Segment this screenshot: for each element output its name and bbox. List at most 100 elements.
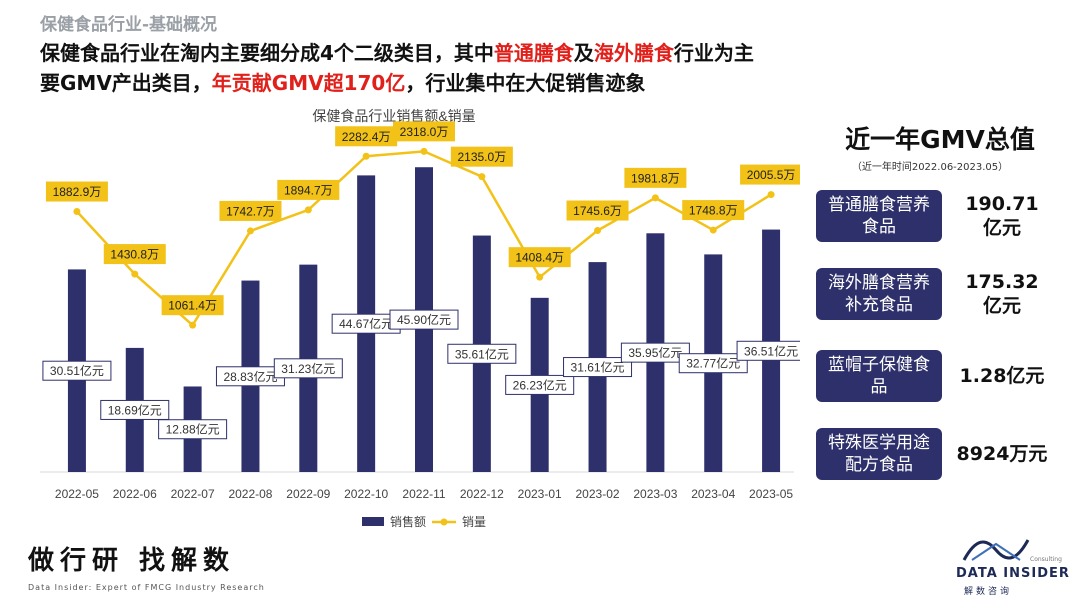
line-point-volume	[362, 152, 370, 160]
x-tick-label: 2022-09	[286, 487, 330, 501]
footer-slogan: 做行研 找解数	[28, 546, 236, 576]
category-value: 1.28亿元	[959, 365, 1045, 387]
data-insider-logo: Consulting DATA INSIDER 解数咨询	[956, 534, 1069, 600]
logo-mark-icon	[962, 539, 1030, 561]
line-point-volume	[73, 208, 81, 216]
bar-label-box	[158, 419, 228, 440]
bar-data-label: 26.23亿元	[513, 377, 567, 392]
line-point-volume	[709, 226, 717, 234]
category-value: 175.32亿元	[965, 271, 1039, 317]
gmv-panel-subtitle: （近一年时间2022.06-2023.05）	[851, 162, 1009, 173]
x-tick-label: 2022-07	[171, 487, 215, 501]
category-box-overseas-diet: 海外膳食营养补充食品	[816, 268, 942, 320]
line-label-box	[277, 179, 340, 200]
x-tick-label: 2023-03	[633, 487, 677, 501]
bar-data-label: 31.61亿元	[571, 360, 625, 375]
bar-label-box	[273, 358, 343, 379]
line-label-box	[103, 244, 166, 265]
x-tick-label: 2022-08	[228, 487, 272, 501]
x-tick-label: 2022-12	[460, 487, 504, 501]
x-tick-label: 2023-02	[576, 487, 620, 501]
line-label-box	[45, 181, 108, 202]
logo-cn: 解数咨询	[964, 587, 1013, 597]
category-label: 蓝帽子保健食品	[828, 355, 930, 397]
category-value: 8924万元	[956, 443, 1048, 465]
headline-text: 保健食品行业在淘内主要细分成4个二级类目，其中	[40, 41, 494, 65]
category-label: 海外膳食营养补充食品	[828, 273, 930, 315]
line-label-box	[450, 146, 513, 167]
bar-data-label: 35.95亿元	[628, 345, 682, 360]
line-label-box	[740, 164, 800, 185]
category-box-special-medical: 特殊医学用途配方食品	[816, 428, 942, 480]
category-box-ordinary-diet: 普通膳食营养食品	[816, 190, 942, 242]
line-label-box	[682, 200, 745, 221]
bar-data-label: 12.88亿元	[166, 422, 220, 437]
headline-highlight: 年贡献GMV超170亿	[211, 71, 406, 95]
line-point-volume	[420, 147, 428, 155]
bar-data-label: 18.69亿元	[108, 402, 162, 417]
x-tick-label: 2023-01	[518, 487, 562, 501]
bar-label-box	[620, 342, 690, 363]
line-label-box	[624, 167, 687, 188]
line-point-volume	[131, 270, 139, 278]
line-label-box	[393, 121, 455, 142]
legend-swatch-sales	[362, 517, 384, 526]
line-data-label: 2135.0万	[457, 150, 506, 164]
x-tick-label: 2022-10	[344, 487, 388, 501]
x-tick-label: 2022-05	[55, 487, 99, 501]
line-point-volume	[304, 206, 312, 214]
category-box-blue-hat: 蓝帽子保健食品	[816, 350, 942, 402]
bar-data-label: 44.67亿元	[339, 316, 393, 331]
category-value-ordinary-diet: 190.71亿元	[956, 190, 1048, 242]
bar-data-label: 36.51亿元	[744, 343, 798, 358]
line-data-label: 2318.0万	[400, 125, 449, 139]
line-label-box	[161, 295, 224, 316]
line-label-box	[566, 200, 629, 221]
line-data-label: 1742.7万	[226, 204, 275, 218]
bar-label-box	[678, 353, 748, 374]
bar-data-label: 45.90亿元	[397, 312, 451, 327]
x-tick-label: 2022-11	[402, 487, 445, 501]
x-tick-label: 2023-05	[749, 487, 793, 501]
bar-label-box	[447, 343, 517, 364]
headline-text: ，行业集中在大促销售迹象	[405, 71, 646, 95]
category-value-overseas-diet: 175.32亿元	[956, 268, 1048, 320]
line-data-label: 2005.5万	[747, 168, 796, 182]
bar-label-box	[563, 357, 633, 378]
line-data-label: 1981.8万	[631, 171, 680, 185]
line-label-box	[508, 247, 571, 268]
line-point-volume	[246, 227, 254, 235]
x-tick-label: 2023-04	[691, 487, 735, 501]
line-data-label: 1408.4万	[515, 251, 564, 265]
x-tick-label: 2022-06	[113, 487, 157, 501]
logo-text: DATA INSIDER	[956, 566, 1070, 581]
gmv-panel-title: 近一年GMV总值	[845, 125, 1035, 154]
headline-highlight: 海外膳食	[593, 41, 674, 65]
line-data-label: 1882.9万	[53, 185, 102, 199]
legend-label-sales: 销售额	[390, 514, 426, 529]
headline-text: 行业为主要GMV产出类目，	[40, 41, 754, 95]
line-point-volume	[651, 194, 659, 202]
chart-title: 保健食品行业销售额&销量	[312, 108, 475, 124]
bar-data-label: 28.83亿元	[223, 369, 277, 384]
line-point-volume	[536, 273, 544, 281]
bar-label-box	[505, 374, 575, 395]
category-label: 特殊医学用途配方食品	[828, 433, 930, 475]
line-label-box	[335, 126, 398, 147]
category-value: 190.71亿元	[965, 193, 1039, 239]
category-value-special-medical: 8924万元	[956, 428, 1048, 480]
line-data-label: 1894.7万	[284, 183, 333, 197]
bar-data-label: 31.23亿元	[281, 361, 335, 376]
line-point-volume	[594, 227, 602, 235]
category-value-blue-hat: 1.28亿元	[956, 350, 1048, 402]
bar-label-box	[42, 360, 112, 381]
line-data-label: 1061.4万	[168, 299, 217, 313]
bar-data-label: 30.51亿元	[50, 363, 104, 378]
headline-text: 及	[573, 41, 594, 65]
sales-chart: 保健食品行业销售额&销量 2022-05 2022-06 2022-07 2022-08…	[40, 108, 800, 529]
line-data-label: 2282.4万	[342, 130, 391, 144]
legend-marker-volume	[440, 518, 448, 526]
bar-label-box	[736, 340, 800, 361]
logo-consulting: Consulting	[1030, 556, 1062, 563]
bar-label-box	[100, 399, 170, 420]
